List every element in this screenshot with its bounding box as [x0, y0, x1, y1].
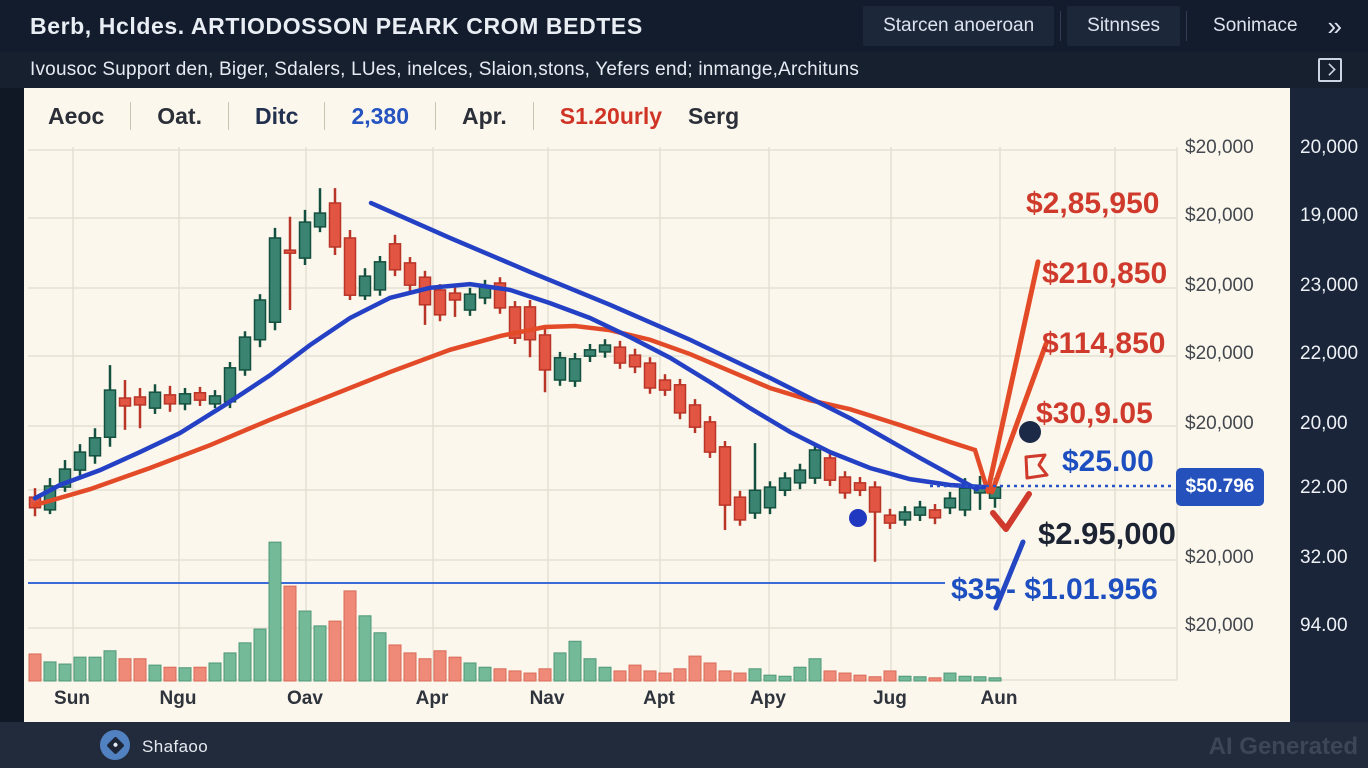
annotation-range-right: - $1.01.956	[1006, 573, 1158, 606]
toolbar-item-apr[interactable]: Apr.	[462, 102, 507, 129]
toolbar-item-oat[interactable]: Oat.	[157, 102, 202, 129]
logo-glyph	[105, 735, 125, 755]
x-axis-month-label: Apr	[415, 688, 449, 709]
sidebar-axis-label: 94.00	[1300, 615, 1348, 636]
annotation-big-price: $2.95,000	[1038, 516, 1176, 551]
sidebar-axis-label: 20,000	[1300, 137, 1359, 158]
toolbar-item-aeoc[interactable]: Aeoc	[48, 102, 105, 129]
nav-links[interactable]: Ivousoc Support den, Biger, Sdalers, LUe…	[30, 59, 860, 80]
x-axis-month-label: Apt	[643, 688, 675, 709]
toolbar-divider	[324, 102, 326, 130]
sidebar-axis-label: 23,000	[1300, 275, 1359, 296]
annotation-entry-note: $25.00	[1062, 445, 1154, 478]
price-axis-label: $20,000	[1185, 205, 1254, 226]
menu-item-1[interactable]: Starcen anoeroan	[863, 6, 1055, 46]
brand-name: Shafaoo	[142, 737, 209, 756]
price-axis-label: $20,000	[1185, 343, 1254, 364]
chart-toolbar: Aeoc Oat. Ditc 2,380 Apr. S1.20urly Serg	[48, 102, 739, 130]
toolbar-item-serg[interactable]: Serg	[688, 102, 740, 129]
price-axis-label: $20,000	[1185, 275, 1254, 296]
price-axis-label: $20,000	[1185, 137, 1254, 158]
header-menu: Starcen anoeroan Sitnnses Sonimace »	[863, 0, 1356, 52]
sidebar-axis-label: 22,000	[1300, 343, 1359, 364]
current-price-tag: $50.796	[1176, 468, 1264, 506]
chevron-right-icon[interactable]: »	[1327, 10, 1342, 41]
menu-divider	[1186, 11, 1188, 41]
annotation-target-high: $2,85,950	[1026, 187, 1160, 220]
expand-icon[interactable]	[1318, 58, 1342, 82]
sidebar-axis-label: 19,000	[1300, 205, 1359, 226]
right-axis-sidebar	[1290, 88, 1368, 722]
annotation-range-left: $35	[951, 573, 1002, 606]
price-axis-label: $20,000	[1185, 547, 1254, 568]
app-header: Berb, Hcldes. ARTIODOSSON PEARK CROM BED…	[0, 0, 1368, 53]
menu-item-2[interactable]: Sitnnses	[1067, 6, 1181, 46]
x-axis-month-label: Jug	[873, 688, 907, 709]
annotation-target-low: $114,850	[1042, 327, 1166, 360]
secondary-nav: Ivousoc Support den, Biger, Sdalers, LUe…	[0, 52, 1368, 88]
toolbar-divider	[532, 102, 534, 130]
toolbar-divider	[130, 102, 132, 130]
menu-divider	[1060, 11, 1062, 41]
page-title: Berb, Hcldes. ARTIODOSSON PEARK CROM BED…	[30, 12, 643, 39]
x-axis-month-label: Sun	[54, 688, 90, 709]
x-axis-month-label: Aun	[980, 688, 1018, 709]
x-axis-month-label: Oav	[287, 688, 323, 709]
x-axis-month-label: Ngu	[159, 688, 197, 709]
sidebar-axis-label: 20,00	[1300, 413, 1348, 434]
toolbar-item-hourly[interactable]: S1.20urly	[559, 102, 663, 129]
footer-bar	[0, 722, 1368, 768]
sidebar-axis-label: 22.00	[1300, 477, 1348, 498]
toolbar-item-ditc[interactable]: Ditc	[254, 102, 299, 129]
toolbar-item-count[interactable]: 2,380	[351, 102, 409, 129]
x-axis-month-label: Nav	[529, 688, 565, 709]
price-axis-label: $20,000	[1185, 413, 1254, 434]
annotation-target-mid: $210,850	[1042, 257, 1168, 290]
brand-logo-icon[interactable]	[100, 730, 130, 760]
toolbar-divider	[435, 102, 436, 130]
sidebar-axis-label: 32.00	[1300, 547, 1348, 568]
annotation-level-note: $30,9.05	[1036, 397, 1153, 430]
toolbar-divider	[227, 102, 229, 130]
x-axis-month-label: Apy	[750, 688, 786, 709]
price-axis-label: $20,000	[1185, 615, 1254, 636]
menu-item-3[interactable]: Sonimace	[1213, 15, 1298, 36]
ai-generated-watermark: AI Generated	[1208, 733, 1358, 760]
